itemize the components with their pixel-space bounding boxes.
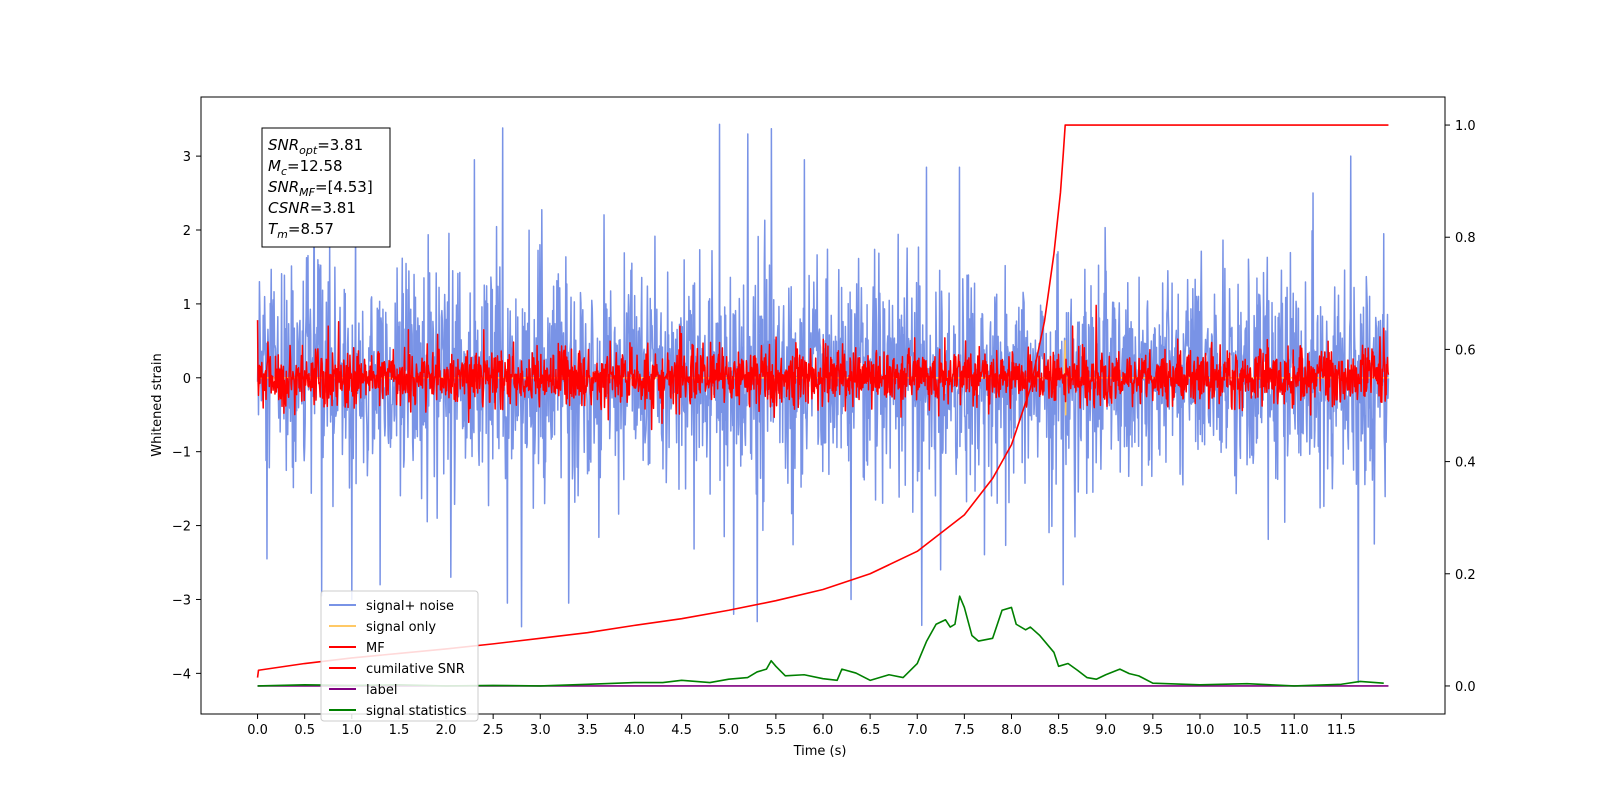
annotation-frame <box>261 127 391 248</box>
x-tick-label: 10.0 <box>1185 723 1214 738</box>
series-line-signal-statistics <box>257 595 1384 687</box>
x-tick-label: 7.5 <box>954 723 975 738</box>
annotation-value: =3.81 <box>310 199 356 217</box>
x-tick-label: 10.5 <box>1233 723 1262 738</box>
x-tick-label: 6.0 <box>813 723 834 738</box>
legend-label: cumilative SNR <box>366 662 465 677</box>
x-tick-label: 6.5 <box>860 723 881 738</box>
y-tick-label: 1 <box>183 298 191 313</box>
legend: signal+ noise signal only MF cumilative SNR… <box>320 590 479 722</box>
y2-tick-label: 0.8 <box>1455 231 1476 246</box>
annotation-symbol: T <box>268 220 279 238</box>
y-axis-left: −4 −3 −2 −1 0 1 2 3 <box>172 150 201 682</box>
x-tick-label: 8.5 <box>1048 723 1069 738</box>
annotation-subscript: m <box>277 228 288 241</box>
y2-tick-label: 0.0 <box>1455 680 1476 695</box>
series-line-mf <box>256 304 1390 431</box>
annotation-symbol: SNR <box>268 136 299 154</box>
x-axis: 0.0 0.5 1.0 1.5 2.0 2.5 3.0 3.5 4.0 4.5 5.0 5.5 6.0 6… <box>247 714 1356 738</box>
x-tick-label: 2.5 <box>483 723 504 738</box>
x-tick-label: 9.5 <box>1143 723 1164 738</box>
x-tick-label: 1.5 <box>389 723 410 738</box>
x-tick-label: 4.0 <box>624 723 645 738</box>
x-tick-label: 3.0 <box>530 723 551 738</box>
x-tick-label: 11.0 <box>1280 723 1309 738</box>
legend-label: signal statistics <box>366 704 467 719</box>
legend-label: label <box>366 683 397 698</box>
annotation-line: Tm=8.57 <box>268 220 334 241</box>
annotation-value: =3.81 <box>317 136 363 154</box>
x-tick-label: 5.0 <box>718 723 739 738</box>
x-tick-label: 7.0 <box>907 723 928 738</box>
y-axis-label: Whitened strain <box>150 353 165 456</box>
x-axis-label: Time (s) <box>793 744 847 759</box>
y-tick-label: −3 <box>172 593 191 608</box>
annotation-subscript: opt <box>299 144 318 157</box>
annotation-line: SNRopt=3.81 <box>268 136 363 157</box>
x-tick-label: 11.5 <box>1327 723 1356 738</box>
legend-label: MF <box>366 641 385 656</box>
x-tick-label: 8.0 <box>1001 723 1022 738</box>
annotation-symbol: M <box>268 157 281 175</box>
legend-label: signal only <box>366 620 436 635</box>
y-tick-label: −1 <box>172 446 191 461</box>
y-axis-right: 0.0 0.2 0.4 0.6 0.8 1.0 <box>1445 119 1476 695</box>
y-tick-label: 3 <box>183 150 191 165</box>
x-tick-label: 3.5 <box>577 723 598 738</box>
annotation-line: CSNR=3.81 <box>268 199 356 217</box>
annotation-value: =[4.53] <box>315 178 373 196</box>
annotation-line: SNRMF=[4.53] <box>268 178 373 199</box>
x-tick-label: 2.0 <box>436 723 457 738</box>
y-tick-label: 2 <box>183 224 191 239</box>
annotation-line: Mc=12.58 <box>268 157 343 178</box>
legend-frame <box>320 590 479 722</box>
y-tick-label: −2 <box>172 520 191 535</box>
y-tick-label: −4 <box>172 667 191 682</box>
annotation-value: =8.57 <box>288 220 334 238</box>
y2-tick-label: 0.2 <box>1455 568 1476 583</box>
x-tick-label: 4.5 <box>671 723 692 738</box>
y2-tick-label: 0.4 <box>1455 456 1476 471</box>
annotation-subscript: MF <box>299 186 315 199</box>
annotation-symbol: CSNR <box>268 199 310 217</box>
x-tick-label: 0.5 <box>294 723 315 738</box>
legend-label: signal+ noise <box>366 599 454 614</box>
annotation-value: =12.58 <box>287 157 343 175</box>
y2-tick-label: 0.6 <box>1455 343 1476 358</box>
y-tick-label: 0 <box>183 372 191 387</box>
x-tick-label: 1.0 <box>341 723 362 738</box>
annotation-subscript: c <box>281 165 287 178</box>
y2-tick-label: 1.0 <box>1455 119 1476 134</box>
annotation-symbol: SNR <box>268 178 299 196</box>
x-tick-label: 9.0 <box>1095 723 1116 738</box>
x-tick-label: 0.0 <box>247 723 268 738</box>
annotation-box: SNRopt=3.81Mc=12.58SNRMF=[4.53]CSNR=3.81… <box>261 127 391 248</box>
x-tick-label: 5.5 <box>766 723 787 738</box>
